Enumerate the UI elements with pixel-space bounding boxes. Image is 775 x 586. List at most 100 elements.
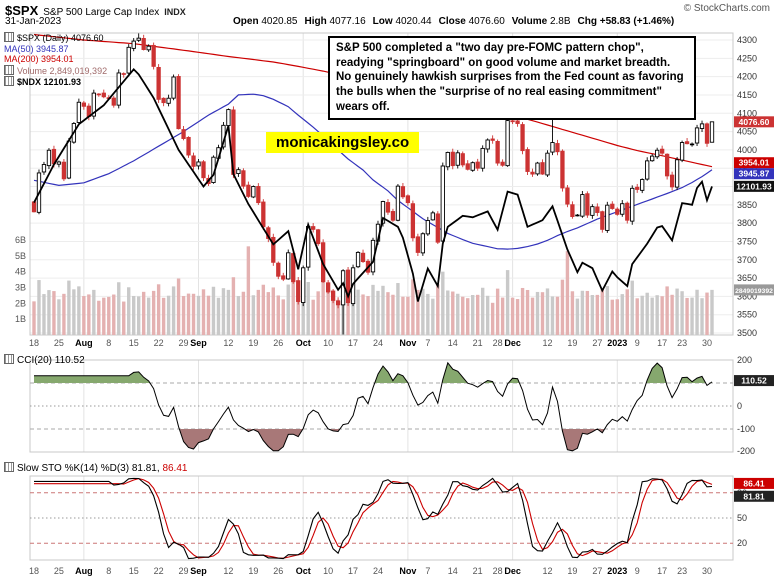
svg-text:3700: 3700: [737, 255, 757, 265]
svg-text:9: 9: [635, 566, 640, 576]
svg-text:Dec: Dec: [504, 338, 521, 348]
annotation-note: S&P 500 completed a "two day pre-FOMC pa…: [328, 36, 696, 120]
svg-text:4076.60: 4076.60: [739, 117, 770, 127]
cci-panel-title: CCI(20) 110.52: [4, 354, 85, 366]
svg-text:25: 25: [54, 566, 64, 576]
svg-text:25: 25: [54, 338, 64, 348]
svg-text:21: 21: [473, 338, 483, 348]
symbol-title: $SPX: [5, 3, 39, 18]
svg-text:30: 30: [702, 338, 712, 348]
svg-text:4100: 4100: [737, 108, 757, 118]
svg-text:28: 28: [493, 338, 503, 348]
svg-text:15: 15: [129, 338, 139, 348]
svg-text:19: 19: [248, 338, 258, 348]
svg-text:17: 17: [348, 338, 358, 348]
svg-text:5B: 5B: [15, 251, 26, 261]
legend-ma200: MA(200) 3954.01: [4, 54, 74, 64]
svg-text:8: 8: [106, 338, 111, 348]
stochastic-chart: 80502086.4181.811825Aug8152229Sep121926O…: [29, 475, 774, 576]
legend-ndx: $NDX 12101.93: [4, 76, 107, 88]
sto-icon: [4, 462, 14, 472]
svg-text:20: 20: [737, 538, 747, 548]
svg-text:24: 24: [373, 566, 383, 576]
svg-text:81.81: 81.81: [743, 491, 765, 501]
quote-change: Chg +58.83 (+1.46%): [577, 16, 675, 27]
sto-panel-title: Slow STO %K(14) %D(3) 81.81, 86.41: [4, 462, 187, 474]
svg-text:4B: 4B: [15, 267, 26, 277]
svg-text:110.52: 110.52: [741, 376, 767, 386]
svg-text:0: 0: [737, 401, 742, 411]
svg-text:12101.93: 12101.93: [736, 181, 772, 191]
svg-text:17: 17: [348, 566, 358, 576]
svg-text:Oct: Oct: [296, 566, 311, 576]
svg-text:3750: 3750: [737, 236, 757, 246]
legend-spx: $SPX (Daily) 4076.60: [4, 32, 107, 44]
svg-text:3850: 3850: [737, 200, 757, 210]
svg-text:Oct: Oct: [296, 338, 311, 348]
svg-text:-200: -200: [737, 446, 755, 456]
svg-text:-100: -100: [737, 424, 755, 434]
quote-volume: Volume 2.8B: [511, 16, 571, 27]
svg-text:24: 24: [373, 338, 383, 348]
svg-text:14: 14: [448, 338, 458, 348]
date-label: 31-Jan-2023: [5, 16, 62, 27]
svg-text:2023: 2023: [607, 566, 627, 576]
svg-text:10: 10: [323, 338, 333, 348]
svg-text:27: 27: [592, 566, 602, 576]
svg-text:Nov: Nov: [399, 338, 416, 348]
svg-text:3600: 3600: [737, 291, 757, 301]
quote-open: Open 4020.85: [233, 16, 298, 27]
svg-text:4300: 4300: [737, 35, 757, 45]
svg-text:12: 12: [223, 338, 233, 348]
svg-text:3954.01: 3954.01: [739, 158, 770, 168]
svg-text:4200: 4200: [737, 72, 757, 82]
svg-text:19: 19: [567, 566, 577, 576]
svg-text:23: 23: [677, 566, 687, 576]
svg-text:7: 7: [425, 566, 430, 576]
price-chart: 4300425042004150410040504000395039003850…: [15, 32, 774, 348]
svg-text:19: 19: [567, 338, 577, 348]
chart-legend: $SPX (Daily) 4076.60 MA(50) 3945.87 MA(2…: [4, 32, 107, 88]
svg-text:Aug: Aug: [75, 566, 93, 576]
svg-text:50: 50: [737, 513, 747, 523]
watermark: monicakingsley.co: [266, 132, 420, 153]
candlestick-icon: [4, 32, 14, 42]
svg-text:1B: 1B: [15, 314, 26, 324]
svg-text:22: 22: [154, 566, 164, 576]
svg-text:26: 26: [273, 338, 283, 348]
svg-text:Sep: Sep: [190, 338, 207, 348]
svg-text:3550: 3550: [737, 310, 757, 320]
svg-text:28: 28: [493, 566, 503, 576]
legend-ma50: MA(50) 3945.87: [4, 43, 69, 54]
svg-text:10: 10: [323, 566, 333, 576]
svg-text:12: 12: [223, 566, 233, 576]
svg-text:4050: 4050: [737, 127, 757, 137]
header-bar: $SPX S&P 500 Large Cap Index INDX © StockC…: [5, 2, 770, 18]
svg-text:17: 17: [657, 338, 667, 348]
copyright-label: © StockCharts.com: [683, 3, 770, 14]
svg-text:14: 14: [448, 566, 458, 576]
svg-text:21: 21: [473, 566, 483, 576]
svg-text:19: 19: [248, 566, 258, 576]
svg-text:4250: 4250: [737, 53, 757, 63]
svg-text:18: 18: [29, 566, 39, 576]
svg-text:Dec: Dec: [504, 566, 521, 576]
svg-text:2023: 2023: [607, 338, 627, 348]
svg-text:15: 15: [129, 566, 139, 576]
line-chart-icon: [4, 76, 14, 86]
svg-text:26: 26: [273, 566, 283, 576]
svg-text:12: 12: [542, 338, 552, 348]
cci-icon: [4, 354, 14, 364]
svg-text:3800: 3800: [737, 218, 757, 228]
svg-text:23: 23: [677, 338, 687, 348]
svg-text:8: 8: [106, 566, 111, 576]
svg-text:Aug: Aug: [75, 338, 93, 348]
svg-text:4150: 4150: [737, 90, 757, 100]
svg-text:3650: 3650: [737, 273, 757, 283]
svg-text:9: 9: [635, 338, 640, 348]
svg-text:Nov: Nov: [399, 566, 416, 576]
quote-bar: 31-Jan-2023 Open 4020.85 High 4077.16 Low 4…: [5, 16, 681, 27]
svg-text:17: 17: [657, 566, 667, 576]
svg-text:86.41: 86.41: [743, 478, 765, 488]
